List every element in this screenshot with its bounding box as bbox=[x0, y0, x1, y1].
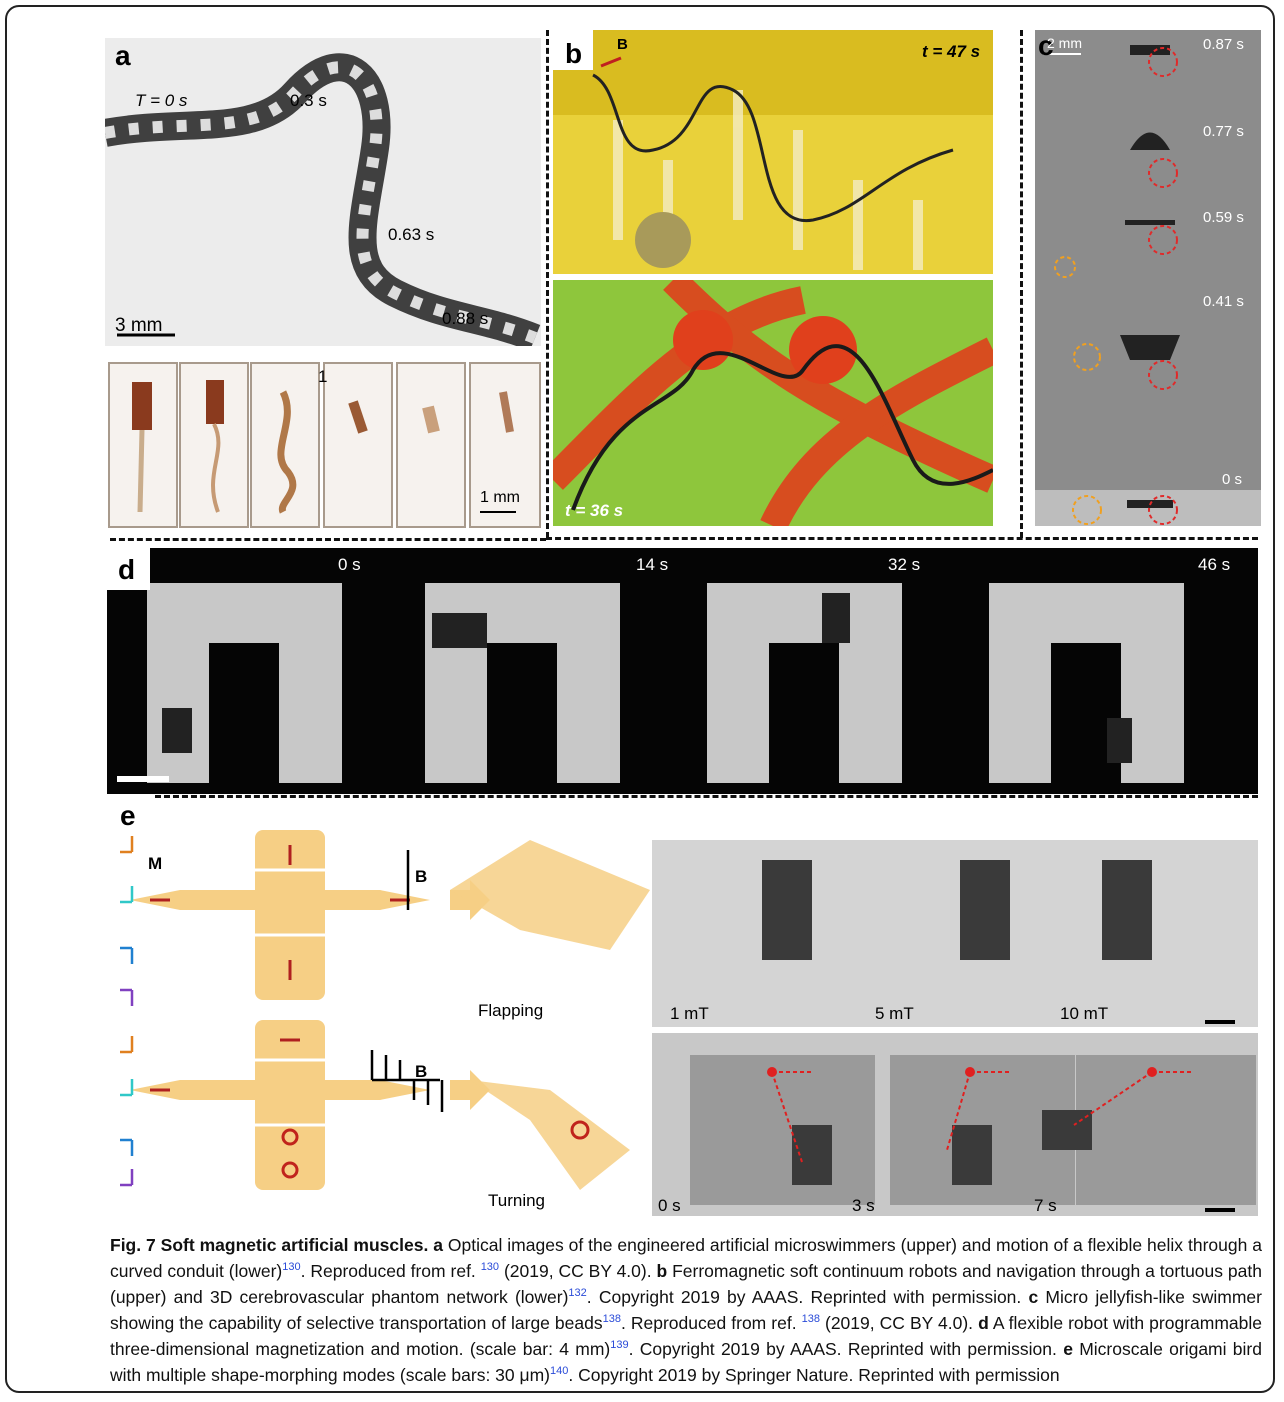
caption-text: (2019, CC BY 4.0). bbox=[499, 1261, 656, 1281]
panel-a-strip bbox=[108, 362, 542, 528]
panel-b-top bbox=[553, 30, 993, 274]
panel-label: e bbox=[120, 802, 136, 830]
time-label: 0 s bbox=[338, 556, 361, 573]
scale-label: 3 mm bbox=[115, 316, 163, 335]
time-label: 0.3 s bbox=[290, 92, 327, 109]
time-label: 32 s bbox=[888, 556, 920, 573]
label: 1 bbox=[318, 368, 327, 385]
panel-label: a bbox=[115, 42, 131, 70]
reference[interactable]: 130 bbox=[282, 1261, 300, 1273]
panel-label: d bbox=[118, 556, 135, 584]
caption-text: . Copyright 2019 by Springer Nature. Rep… bbox=[568, 1365, 1059, 1385]
reference[interactable]: 140 bbox=[550, 1365, 568, 1377]
reference[interactable]: 138 bbox=[603, 1313, 621, 1325]
panel-c-image bbox=[1035, 30, 1261, 526]
reference[interactable]: 139 bbox=[610, 1339, 628, 1351]
divider bbox=[155, 795, 1258, 798]
time-label: 0 s bbox=[658, 1197, 681, 1214]
caption-text: a bbox=[428, 1235, 443, 1255]
figure-caption: Fig. 7 Soft magnetic artificial muscles.… bbox=[110, 1232, 1262, 1388]
field-strength: 1 mT bbox=[670, 1005, 709, 1022]
caption-text: . Reproduced from ref. bbox=[621, 1313, 802, 1333]
time-label: 0.41 s bbox=[1203, 294, 1244, 309]
caption-text: d bbox=[978, 1313, 989, 1333]
caption-text: b bbox=[657, 1261, 668, 1281]
field-strength: 10 mT bbox=[1060, 1005, 1108, 1022]
scale-label: 2 mm bbox=[1047, 36, 1082, 50]
field-label: B bbox=[415, 1063, 427, 1080]
caption-text: . Reproduced from ref. bbox=[301, 1261, 481, 1281]
divider bbox=[110, 538, 546, 541]
mode-label: Flapping bbox=[478, 1002, 543, 1019]
divider bbox=[546, 30, 549, 538]
reference[interactable]: 138 bbox=[802, 1313, 820, 1325]
caption-text: Fig. 7 Soft magnetic artificial muscles. bbox=[110, 1235, 428, 1255]
time-label: 3 s bbox=[852, 1197, 875, 1214]
caption-text: e bbox=[1063, 1339, 1073, 1359]
time-label: 14 s bbox=[636, 556, 668, 573]
panel-a-image bbox=[105, 38, 541, 346]
scale-label: 1 mm bbox=[480, 490, 520, 506]
time-label: 0 s bbox=[1222, 472, 1242, 487]
magnetization-label: M bbox=[148, 855, 162, 872]
field-label: B bbox=[415, 868, 427, 885]
caption-text: . Copyright 2019 by AAAS. Reprinted with… bbox=[587, 1287, 1029, 1307]
reference[interactable]: 130 bbox=[481, 1261, 499, 1273]
field-label: B bbox=[617, 37, 628, 52]
time-label: 46 s bbox=[1198, 556, 1230, 573]
caption-text: c bbox=[1028, 1287, 1038, 1307]
panel-label: b bbox=[565, 40, 582, 68]
panel-e-photos bbox=[652, 840, 1258, 1216]
field-strength: 5 mT bbox=[875, 1005, 914, 1022]
time-label: 0.87 s bbox=[1203, 37, 1244, 52]
time-label: t = 47 s bbox=[922, 43, 980, 60]
time-label: 0.63 s bbox=[388, 226, 434, 243]
time-label: T = 0 s bbox=[135, 92, 187, 109]
time-label: 0.77 s bbox=[1203, 124, 1244, 139]
divider bbox=[546, 537, 1258, 540]
panel-e-diagrams bbox=[110, 830, 650, 1220]
time-label: 7 s bbox=[1034, 1197, 1057, 1214]
panel-d-image bbox=[107, 548, 1258, 794]
caption-text: . Copyright 2019 by AAAS. Reprinted with… bbox=[629, 1339, 1064, 1359]
mode-label: Turning bbox=[488, 1192, 545, 1209]
time-label: 0.88 s bbox=[442, 310, 488, 327]
helix-sequence bbox=[108, 362, 542, 528]
time-label: 0.59 s bbox=[1203, 210, 1244, 225]
divider bbox=[1020, 30, 1023, 538]
reference[interactable]: 132 bbox=[568, 1287, 586, 1299]
page: a T = 0 s 0.3 s 0.63 s 0.88 s 3 mm 1 1 m… bbox=[0, 0, 1284, 1402]
panel-b-bottom bbox=[553, 280, 993, 526]
caption-text: (2019, CC BY 4.0). bbox=[820, 1313, 978, 1333]
time-label: t = 36 s bbox=[565, 502, 623, 519]
